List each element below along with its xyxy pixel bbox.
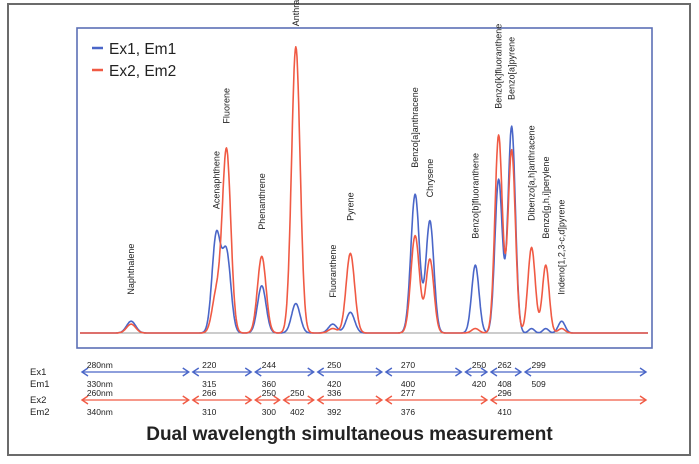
table-row-label: Em1: [30, 379, 50, 390]
wavelength-value: 400: [401, 379, 415, 389]
peak-label: Anthracene: [291, 0, 301, 26]
wavelength-value: 262: [497, 360, 511, 370]
arrow-head-left: [316, 367, 325, 377]
legend-label-ex1-em1: Ex1, Em1: [109, 41, 176, 58]
wavelength-value: 310: [202, 407, 216, 417]
arrow-head-left: [282, 395, 291, 405]
wavelength-value: 277: [401, 388, 415, 398]
wavelength-value: 250: [290, 388, 304, 398]
peak-label: Acenaphthene: [211, 151, 221, 209]
wavelength-value: 376: [401, 407, 415, 417]
arrow-head-left: [384, 367, 393, 377]
arrow-head-right: [307, 395, 315, 405]
peak-label: Phenanthrene: [257, 173, 267, 230]
wavelength-value: 250: [472, 360, 486, 370]
figure-caption: Dual wavelength simultaneous measurement: [146, 424, 553, 445]
arrow-head-right: [514, 367, 523, 377]
arrow-head-right: [375, 395, 384, 405]
series-line-2: [79, 45, 649, 334]
table-row-label: Ex1: [30, 367, 46, 378]
arrow-head-left: [464, 367, 472, 377]
arrow-head-right: [182, 367, 191, 377]
wavelength-value: 392: [327, 407, 341, 417]
arrow-head-right: [455, 367, 463, 377]
wavelength-value: 402: [290, 407, 304, 417]
wavelength-value: 220: [202, 360, 216, 370]
wavelength-value: 509: [532, 379, 546, 389]
wavelength-value: 300: [262, 407, 276, 417]
arrow-head-right: [182, 395, 191, 405]
wavelength-value: 250: [327, 360, 341, 370]
wavelength-program-table: Ex1 280nm 220 244 250 270 250 262 299 Em1 330nm 315…: [30, 360, 648, 418]
arrow-head-left: [316, 395, 325, 405]
peak-label: Benzo[k]fluoranthene: [494, 24, 504, 109]
arrow-head-left: [384, 395, 393, 405]
peak-label: Pyrene: [345, 192, 355, 221]
peak-label: Fluorene: [222, 88, 232, 124]
arrow-head-left: [489, 395, 498, 405]
wavelength-value: 410: [497, 407, 511, 417]
arrow-head-left: [191, 395, 200, 405]
arrow-head-left: [191, 367, 200, 377]
arrow-head-left: [80, 367, 89, 377]
arrow-head-left: [489, 367, 498, 377]
wavelength-value: 360: [262, 379, 276, 389]
arrow-head-right: [307, 367, 315, 377]
wavelength-value: 340nm: [87, 407, 113, 417]
arrow-head-right: [480, 395, 489, 405]
chart-legend: Ex1, Em1 Ex2, Em2: [92, 41, 176, 80]
peak-label: Chrysene: [425, 159, 435, 198]
peak-label: Fluoranthene: [328, 245, 338, 298]
plot-area-border: [76, 27, 653, 349]
series-lines: [79, 45, 649, 334]
table-row-label: Em2: [30, 407, 50, 418]
peak-label: Indeno[1,2,3-c,d]pyrene: [557, 200, 567, 295]
wavelength-value: 280nm: [87, 360, 113, 370]
peak-label: Benzo[a]anthracene: [410, 87, 420, 168]
wavelength-value: 420: [472, 379, 486, 389]
peak-label: Benzo[g,h,i]perylene: [541, 157, 551, 239]
wavelength-value: 408: [497, 379, 511, 389]
peak-label: Benzo[a]pyrene: [507, 37, 517, 100]
legend-label-ex2-em2: Ex2, Em2: [109, 63, 176, 80]
arrow-head-right: [244, 395, 253, 405]
peak-label: Dibenzo[a,h]anthracene: [527, 125, 537, 221]
arrow-head-right: [273, 395, 281, 405]
arrow-head-left: [80, 395, 89, 405]
peak-label: Benzo[b]fluoranthene: [470, 153, 480, 239]
wavelength-value: 299: [532, 360, 546, 370]
peak-label: Naphthalene: [126, 244, 136, 295]
wavelength-value: 266: [202, 388, 216, 398]
wavelength-value: 296: [497, 388, 511, 398]
wavelength-value: 420: [327, 379, 341, 389]
arrow-head-left: [253, 367, 262, 377]
peak-annotations: Naphthalene Acenaphthene Fluorene Phenanthr…: [126, 0, 567, 298]
arrow-head-right: [244, 367, 253, 377]
arrow-head-right: [480, 367, 489, 377]
wavelength-value: 315: [202, 379, 216, 389]
arrow-head-right: [639, 367, 648, 377]
wavelength-value: 330nm: [87, 379, 113, 389]
table-row-label: Ex2: [30, 395, 46, 406]
wavelength-value: 260nm: [87, 388, 113, 398]
arrow-head-right: [639, 395, 648, 405]
wavelength-value: 270: [401, 360, 415, 370]
arrow-head-left: [253, 395, 262, 405]
arrow-head-right: [375, 367, 384, 377]
wavelength-value: 250: [262, 388, 276, 398]
wavelength-value: 336: [327, 388, 341, 398]
arrow-head-left: [523, 367, 532, 377]
wavelength-value: 244: [262, 360, 276, 370]
